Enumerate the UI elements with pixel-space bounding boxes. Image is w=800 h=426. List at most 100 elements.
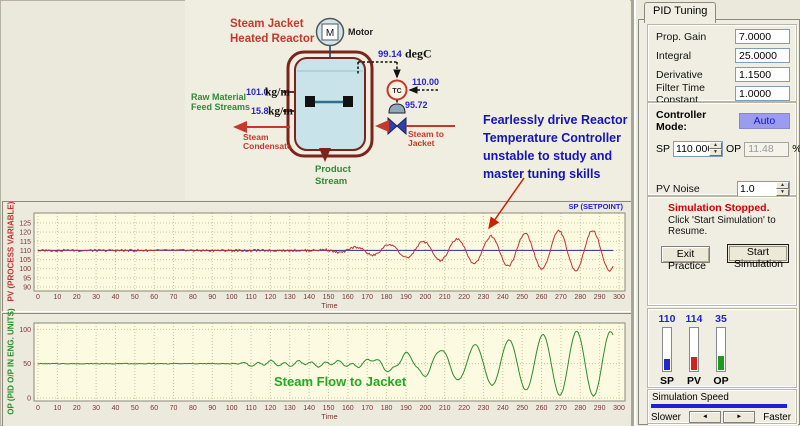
pv-gauge: 114 PV (683, 313, 705, 387)
pv-gauge-fill (691, 357, 697, 370)
svg-text:125: 125 (19, 221, 31, 228)
svg-text:Time: Time (321, 301, 337, 310)
raw-material-label-2: Feed Streams (191, 102, 250, 112)
svg-text:120: 120 (265, 405, 277, 412)
pv-noise-spin-down[interactable]: ▼ (776, 189, 789, 196)
svg-text:120: 120 (265, 294, 277, 301)
controller-group: Controller Mode: Auto SP ▲ ▼ OP % (647, 102, 800, 197)
svg-text:40: 40 (112, 405, 120, 412)
temp-units: degC (405, 47, 432, 61)
svg-text:110: 110 (245, 405, 256, 412)
reactor-diagram: Steam Jacket Heated Reactor M Motor 101.… (191, 17, 455, 187)
svg-text:240: 240 (497, 405, 509, 412)
sp-gauge-value: 110 (658, 313, 676, 325)
gauges-group: 110 SP 114 PV 35 (647, 308, 797, 388)
sp-spin-up[interactable]: ▲ (709, 142, 723, 149)
pv-noise-input[interactable] (738, 182, 776, 196)
filter-time-row: Filter Time Constant (648, 82, 796, 106)
integral-row: Integral (648, 46, 796, 65)
setpoint-legend: SP (SETPOINT) (568, 202, 623, 211)
motor-label: Motor (348, 27, 373, 37)
pv-noise-spin-up[interactable]: ▲ (776, 182, 789, 189)
sp-spinbox: ▲ ▼ (673, 141, 724, 157)
svg-text:0: 0 (36, 294, 40, 301)
slower-label: Slower (651, 411, 681, 423)
sp-label: SP (656, 143, 671, 155)
auto-mode-button[interactable]: Auto (738, 113, 790, 129)
diagram-title-line1: Steam Jacket (230, 18, 304, 30)
pv-gauge-bar (689, 327, 699, 372)
annotation-line: Fearlessly drive Reactor (483, 113, 628, 127)
raw-material-label-1: Raw Material (191, 92, 246, 102)
svg-text:150: 150 (323, 294, 335, 301)
motor-letter: M (326, 28, 334, 39)
svg-text:170: 170 (361, 294, 373, 301)
svg-text:300: 300 (613, 405, 625, 412)
prop-gain-input[interactable] (735, 29, 790, 44)
svg-text:220: 220 (458, 294, 470, 301)
svg-text:95: 95 (23, 275, 31, 282)
pv-trend-panel: PV (PROCESS VARIABLE) SP (SETPOINT) 0 10 2… (2, 201, 632, 312)
svg-text:0: 0 (27, 395, 31, 402)
tc-controller-icon (386, 79, 408, 101)
annotation-line: master tuning skills (483, 167, 601, 181)
svg-text:240: 240 (497, 294, 509, 301)
speed-increase-button[interactable]: ► (723, 411, 756, 423)
temp-value: 99.14 (378, 49, 402, 60)
svg-text:280: 280 (574, 294, 586, 301)
motor-box (321, 23, 339, 41)
pv-gauge-label: PV (686, 375, 701, 387)
feed2-value: 15.8 (251, 106, 269, 116)
svg-text:150: 150 (323, 405, 335, 412)
svg-text:100: 100 (19, 266, 31, 273)
op-gauge: 35 OP (710, 313, 732, 387)
svg-text:160: 160 (342, 294, 354, 301)
derivative-input[interactable] (735, 67, 790, 82)
svg-text:280: 280 (574, 405, 586, 412)
sp-gauge: 110 SP (656, 313, 678, 387)
sp-gauge-bar (662, 327, 672, 372)
svg-text:270: 270 (555, 405, 567, 412)
svg-text:40: 40 (112, 294, 120, 301)
svg-text:180: 180 (381, 405, 393, 412)
diagram-title-line2: Heated Reactor (230, 33, 315, 45)
annotation-line: Temperature Controller (483, 131, 621, 145)
op-trend-chart: 0 10 20 30 40 50 60 70 80 90 100 110 120 130 140 150 160… (19, 322, 626, 421)
svg-text:300: 300 (613, 294, 625, 301)
tab-pid-tuning[interactable]: PID Tuning (644, 2, 717, 23)
svg-text:210: 210 (439, 405, 451, 412)
sp-spin-down[interactable]: ▼ (709, 149, 723, 156)
pv-noise-label: PV Noise (656, 183, 700, 195)
simulation-speed-slider[interactable] (651, 404, 787, 408)
start-simulation-button[interactable]: Start Simulation (727, 244, 789, 270)
svg-text:90: 90 (208, 405, 216, 412)
simulation-speed-group: Simulation Speed Slower ◄ ► Faster (647, 389, 797, 424)
condensate-label-1: Steam (243, 132, 269, 142)
op-label: OP (726, 143, 742, 155)
reactor-diagram-panel: Steam Jacket Heated Reactor M Motor 101.… (185, 0, 630, 200)
filter-time-input[interactable] (735, 86, 790, 101)
controller-mode-label: Controller Mode: (656, 109, 707, 133)
svg-text:160: 160 (342, 405, 354, 412)
sp-input[interactable] (674, 142, 710, 156)
exit-practice-button[interactable]: Exit Practice (661, 246, 710, 272)
integral-input[interactable] (735, 48, 790, 63)
svg-text:200: 200 (419, 294, 431, 301)
simulation-status-text: Click 'Start Simulation' to Resume. (668, 215, 776, 237)
impeller-paddle-left (305, 96, 315, 107)
pid-tab-body: Prop. Gain Integral Derivative Filter Ti… (638, 19, 800, 425)
remote-sp-value: 110.00 (412, 77, 439, 87)
svg-text:200: 200 (419, 405, 431, 412)
speed-decrease-button[interactable]: ◄ (688, 411, 722, 423)
feed1-value: 101.0 (246, 87, 269, 97)
condensate-label-2: Condensate (243, 141, 292, 151)
op-gauge-value: 35 (715, 313, 727, 325)
svg-text:220: 220 (458, 405, 470, 412)
pv-noise-spinbox: ▲ ▼ (737, 181, 790, 197)
svg-text:230: 230 (478, 405, 490, 412)
svg-text:80: 80 (189, 405, 197, 412)
svg-text:Time: Time (321, 412, 337, 421)
product-label-1: Product (315, 164, 352, 175)
derivative-row: Derivative (648, 65, 796, 84)
